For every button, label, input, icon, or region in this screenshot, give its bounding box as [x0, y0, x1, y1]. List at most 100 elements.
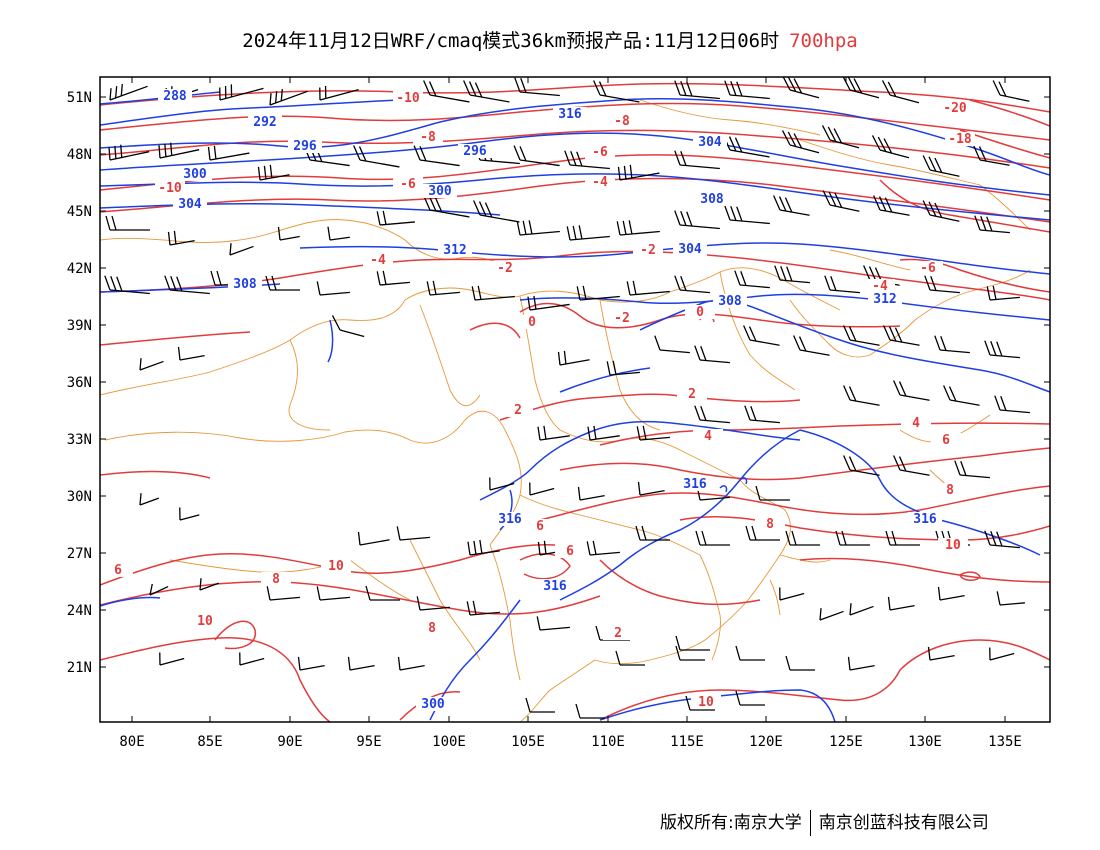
wind-barb	[426, 280, 460, 296]
lat-label: 42N	[67, 261, 92, 277]
wind-barb	[167, 230, 195, 246]
wind-barb	[586, 540, 620, 556]
lat-label: 30N	[67, 489, 92, 505]
temperature-label: -10	[396, 91, 420, 106]
wind-barb	[843, 325, 880, 346]
wind-barb	[744, 405, 780, 424]
wind-barb	[593, 80, 640, 103]
temperature-label: -4	[872, 279, 888, 294]
lat-label: 21N	[67, 660, 92, 676]
lon-label: 85E	[197, 734, 222, 750]
lat-label: 24N	[67, 603, 92, 619]
label-backdrop	[517, 315, 547, 329]
height-label: 296	[293, 139, 317, 154]
wind-barb	[986, 285, 1020, 301]
label-backdrop	[585, 145, 615, 159]
border-line	[288, 339, 331, 431]
pressure-level: 700hpa	[789, 30, 858, 52]
wind-barb	[992, 80, 1030, 102]
wind-barb	[724, 80, 770, 100]
geopotential-height-contour	[639, 299, 1050, 393]
longitude-axis: 80E 85E 90E 95E 100E 105E 110E 115E 120E 125E 130E…	[119, 734, 1022, 750]
temperature-label: 6	[942, 433, 950, 448]
geopotential-height-contour	[599, 689, 836, 722]
geopotential-height-contour	[799, 429, 1041, 556]
geopotential-height-contour	[100, 99, 401, 126]
wind-barb	[927, 646, 955, 661]
height-label: 304	[698, 135, 722, 150]
height-label: 300	[428, 184, 452, 199]
wind-barb	[885, 530, 920, 546]
temperature-label: -18	[948, 132, 972, 147]
wind-barb	[557, 350, 590, 366]
temperature-label: -8	[420, 130, 436, 145]
border-line	[594, 479, 791, 665]
label-backdrop	[685, 305, 715, 319]
wind-barb	[139, 358, 164, 371]
wind-barb	[207, 145, 250, 161]
wind-barb	[745, 525, 780, 541]
wind-barb	[529, 482, 555, 496]
height-label: 308	[700, 192, 724, 207]
label-backdrop	[538, 579, 572, 593]
wind-barb	[587, 425, 620, 441]
label-backdrop	[755, 517, 785, 531]
wind-barb	[347, 656, 375, 671]
geopotential-height-contour	[479, 420, 801, 501]
wind-barb	[755, 485, 790, 501]
geopotential-height-contour	[100, 97, 1050, 176]
wind-barb	[824, 275, 860, 294]
wind-barb	[871, 135, 910, 159]
wind-barb	[724, 205, 770, 225]
border-line	[559, 429, 741, 481]
height-label: 292	[253, 115, 276, 130]
geographic-borders	[100, 99, 1031, 722]
temperature-isotherm	[100, 250, 1050, 301]
wind-barb	[636, 425, 670, 441]
label-backdrop	[363, 253, 393, 267]
wind-barb	[924, 275, 960, 294]
border-line	[100, 267, 841, 396]
label-backdrop	[693, 429, 723, 443]
label-backdrop	[945, 132, 975, 146]
wind-barb	[105, 215, 150, 231]
height-label: 308	[233, 277, 257, 292]
temperature-isotherm	[879, 179, 1050, 233]
wind-barb	[994, 395, 1030, 414]
label-backdrop	[416, 697, 450, 711]
wind-barb	[922, 200, 960, 222]
label-backdrop	[248, 115, 282, 129]
lon-label: 100E	[432, 734, 466, 750]
temperature-isotherm	[100, 129, 1050, 169]
label-backdrop	[158, 89, 192, 103]
wind-barb	[774, 265, 810, 284]
temperature-label: -20	[943, 101, 967, 116]
label-backdrop	[913, 261, 943, 275]
label-backdrop	[607, 114, 637, 128]
lon-label: 135E	[988, 734, 1022, 750]
label-backdrop	[938, 538, 968, 552]
wind-barb	[617, 164, 660, 181]
temperature-isotherm	[599, 559, 761, 606]
lat-label: 51N	[67, 90, 92, 106]
label-backdrop	[633, 243, 663, 257]
temperature-label: -2	[614, 311, 630, 326]
geopotential-height-contour	[559, 367, 651, 393]
wind-barb	[675, 645, 705, 661]
height-label: 304	[678, 242, 702, 257]
border-line	[419, 304, 481, 407]
geopotential-height-contour	[327, 319, 334, 363]
wind-barb	[937, 586, 965, 601]
lon-label: 105E	[511, 734, 545, 750]
label-backdrop	[677, 387, 707, 401]
wind-barb	[821, 125, 860, 149]
wind-barb	[109, 84, 148, 101]
temperature-label: 2	[514, 403, 522, 418]
wind-barb	[822, 190, 860, 212]
wind-barb	[694, 345, 730, 364]
wind-barb	[694, 405, 730, 424]
label-backdrop	[607, 311, 637, 325]
temperature-label: 10	[945, 538, 961, 553]
wind-barb	[467, 539, 500, 556]
